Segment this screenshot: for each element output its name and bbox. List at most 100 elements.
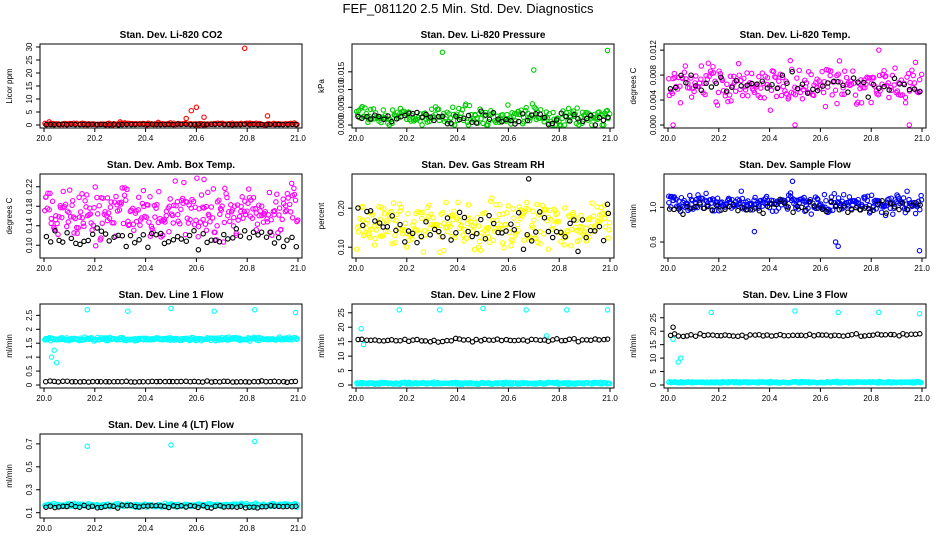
data-point-secondary bbox=[242, 379, 249, 385]
data-point-primary bbox=[47, 190, 53, 197]
data-point-primary bbox=[419, 215, 425, 222]
data-point-primary bbox=[378, 119, 384, 126]
plot-frame bbox=[39, 43, 303, 129]
data-point-primary bbox=[465, 202, 472, 208]
data-point-primary bbox=[727, 73, 734, 80]
data-point-secondary bbox=[204, 239, 210, 246]
data-point-secondary bbox=[580, 118, 586, 125]
data-point-secondary bbox=[545, 228, 552, 235]
x-tick-label: 20.0 bbox=[36, 394, 52, 403]
data-point-secondary bbox=[64, 230, 70, 236]
data-point-primary bbox=[392, 239, 398, 246]
data-point-primary bbox=[212, 229, 218, 236]
data-point-primary bbox=[276, 205, 283, 211]
data-point-primary bbox=[108, 199, 114, 205]
data-point-secondary bbox=[709, 207, 715, 213]
data-point-primary bbox=[550, 109, 556, 116]
data-point-primary bbox=[262, 208, 269, 215]
data-point-primary bbox=[279, 216, 285, 223]
data-point-primary bbox=[831, 190, 838, 197]
data-point-primary bbox=[289, 215, 296, 221]
data-point-primary bbox=[65, 219, 72, 225]
data-point-primary bbox=[698, 76, 704, 82]
data-point-primary bbox=[816, 78, 822, 84]
data-point-secondary bbox=[820, 83, 826, 89]
data-point-primary bbox=[398, 204, 405, 211]
data-point-primary bbox=[207, 218, 213, 225]
data-point-primary bbox=[500, 211, 507, 217]
data-point-secondary bbox=[448, 237, 454, 243]
data-point-primary bbox=[710, 63, 716, 70]
data-point-secondary bbox=[208, 379, 215, 385]
data-point-primary bbox=[171, 202, 177, 209]
data-point-primary bbox=[417, 209, 423, 216]
data-point-primary bbox=[880, 204, 887, 210]
data-point-primary bbox=[558, 238, 564, 245]
data-point-primary bbox=[820, 89, 827, 96]
data-point-primary bbox=[898, 379, 904, 385]
data-points bbox=[41, 175, 301, 253]
chart-title: Stan. Dev. Sample Flow bbox=[739, 160, 851, 171]
data-point-secondary bbox=[216, 239, 223, 245]
data-point-secondary bbox=[68, 235, 75, 242]
data-point-primary bbox=[140, 187, 147, 194]
data-point-primary bbox=[268, 217, 274, 223]
x-tick-label: 20.6 bbox=[189, 134, 205, 143]
y-tick-label: 25 bbox=[649, 313, 658, 322]
data-point-secondary bbox=[170, 237, 177, 243]
data-point-primary bbox=[905, 70, 912, 77]
data-point-primary bbox=[586, 234, 592, 240]
data-point-primary bbox=[543, 333, 550, 339]
data-point-secondary bbox=[853, 331, 860, 337]
data-point-secondary bbox=[730, 201, 737, 207]
y-tick-label: 0 bbox=[25, 122, 34, 127]
data-point-secondary bbox=[511, 227, 518, 233]
data-point-primary bbox=[561, 242, 568, 248]
data-point-secondary bbox=[575, 115, 581, 122]
x-tick-label: 20.4 bbox=[450, 134, 466, 143]
data-point-secondary bbox=[364, 208, 370, 215]
data-point-secondary bbox=[553, 117, 560, 123]
y-tick-label: 0.000 bbox=[649, 114, 658, 135]
data-point-primary bbox=[918, 192, 924, 199]
data-point-secondary bbox=[722, 206, 728, 213]
data-point-secondary bbox=[360, 222, 366, 229]
data-point-primary bbox=[768, 87, 775, 94]
data-point-secondary bbox=[486, 212, 492, 219]
data-point-primary bbox=[377, 233, 384, 239]
data-point-primary bbox=[759, 70, 766, 76]
data-point-primary bbox=[360, 341, 367, 348]
data-point-secondary bbox=[465, 336, 472, 343]
y-axis-label: ml/min bbox=[629, 204, 638, 228]
data-point-secondary bbox=[840, 82, 846, 89]
data-point-primary bbox=[677, 355, 684, 361]
y-tick-label: 20 bbox=[337, 322, 346, 331]
data-point-primary bbox=[599, 211, 605, 217]
data-point-secondary bbox=[604, 336, 611, 342]
data-point-primary bbox=[751, 228, 758, 235]
data-point-secondary bbox=[713, 80, 719, 87]
data-point-secondary bbox=[571, 111, 577, 118]
data-point-primary bbox=[868, 192, 875, 199]
y-tick-label: 5 bbox=[649, 369, 658, 374]
data-point-primary bbox=[105, 210, 112, 216]
data-point-primary bbox=[808, 71, 814, 78]
data-point-secondary bbox=[246, 234, 253, 241]
data-point-secondary bbox=[785, 204, 791, 210]
data-point-primary bbox=[555, 218, 562, 225]
plot-frame bbox=[39, 433, 303, 519]
data-point-primary bbox=[91, 205, 97, 211]
data-point-primary bbox=[394, 211, 400, 218]
data-point-secondary bbox=[850, 75, 857, 81]
data-point-primary bbox=[193, 104, 200, 111]
data-point-secondary bbox=[533, 336, 539, 343]
y-tick-label: 0.000 bbox=[337, 114, 346, 135]
chart-title: Stan. Dev. Line 2 Flow bbox=[431, 290, 536, 301]
data-point-primary bbox=[482, 210, 488, 216]
data-point-primary bbox=[589, 122, 595, 128]
data-point-secondary bbox=[499, 119, 505, 125]
data-point-secondary bbox=[482, 112, 489, 118]
y-tick-label: 1.5 bbox=[25, 337, 34, 349]
data-point-primary bbox=[477, 247, 484, 254]
data-point-primary bbox=[412, 226, 418, 233]
